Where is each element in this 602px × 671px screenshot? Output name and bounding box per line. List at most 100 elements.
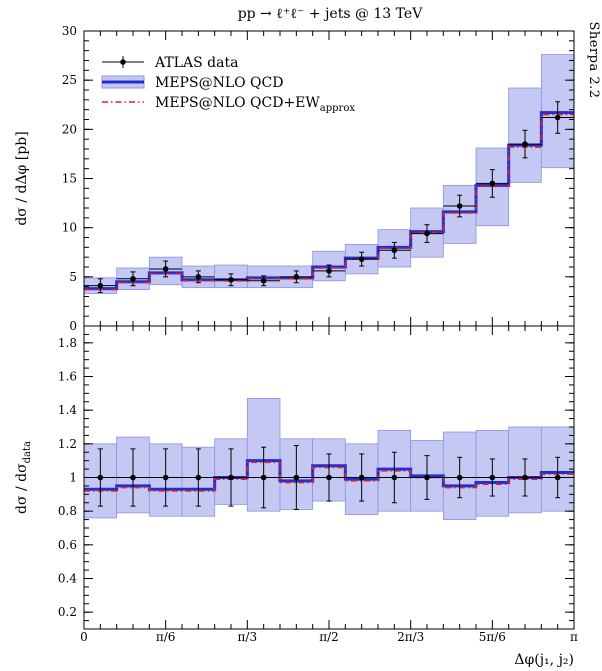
data-point	[247, 275, 280, 287]
y-tick-label: 0	[69, 319, 77, 333]
y-axis-label: dσ / dΔφ [pb]	[14, 131, 30, 225]
y-tick-label: 1.8	[58, 336, 77, 350]
plot-area	[84, 54, 574, 294]
data-marker	[456, 474, 463, 481]
data-point	[541, 101, 574, 134]
data-point	[345, 251, 378, 267]
legend-label-data: ATLAS data	[154, 55, 238, 71]
data-point	[410, 455, 444, 500]
data-point	[476, 169, 509, 198]
x-tick-label: π/6	[156, 630, 176, 644]
y-axis-label-main: dσ / dΔφ [pb]	[14, 131, 30, 225]
y-tick-label: 30	[62, 24, 77, 38]
data-marker	[293, 274, 300, 280]
data-marker	[195, 274, 202, 280]
legend-label-qcd: MEPS@NLO QCD	[155, 75, 283, 91]
data-point	[280, 445, 313, 510]
ratio-panel: 0.2 0.4 0.6 0.8 1 1.2 1.4 1.6 1.8 dσ / dσdata 0 π/6…	[14, 325, 578, 668]
x-tick-label: 5π/6	[479, 630, 506, 644]
data-point	[476, 458, 509, 497]
data-point	[84, 278, 117, 294]
qcd-ew-line	[84, 461, 574, 492]
data-marker	[162, 474, 169, 481]
data-marker	[326, 268, 332, 274]
legend-data-marker	[120, 59, 126, 65]
data-point	[214, 273, 248, 287]
data-point	[149, 260, 183, 278]
x-axis-label: Δφ(j₁, j₂)	[514, 652, 574, 668]
data-marker	[522, 141, 528, 147]
data-point	[410, 224, 444, 243]
data-marker	[554, 474, 561, 481]
figure-title: pp → ℓ⁺ℓ⁻ + jets @ 13 TeV	[238, 6, 424, 22]
data-marker	[162, 266, 169, 272]
data-marker	[391, 474, 398, 481]
data-marker	[293, 474, 300, 481]
y-axis-label: dσ / dσdata	[14, 441, 33, 514]
x-tick-label: 2π/3	[397, 630, 424, 644]
data-marker	[554, 114, 561, 121]
y-axis-label-main: dσ / dσ	[14, 463, 30, 514]
y-tick-label: 25	[62, 73, 77, 87]
qcd-band-bin	[540, 426, 574, 512]
data-marker	[195, 474, 202, 481]
qcd-ew-line	[84, 113, 574, 291]
qcd-line	[84, 459, 574, 491]
data-point	[508, 458, 542, 497]
data-marker	[489, 180, 496, 187]
data-point	[508, 129, 542, 159]
data-marker	[456, 203, 463, 209]
data-point	[116, 448, 150, 507]
y-tick-label: 15	[62, 172, 77, 186]
y-tick-label: 1.2	[58, 437, 77, 451]
data-marker	[489, 474, 496, 481]
x-tick-label: π/3	[238, 630, 258, 644]
data-point	[312, 264, 346, 278]
data-marker	[97, 474, 104, 481]
legend: ATLAS data MEPS@NLO QCD MEPS@NLO QCD+EWapp…	[101, 55, 355, 114]
data-marker	[228, 276, 234, 283]
data-marker	[424, 474, 430, 481]
y-tick-label: 0.4	[58, 572, 77, 586]
data-point	[181, 448, 215, 507]
data-point	[181, 270, 215, 284]
legend-label-ew-main: MEPS@NLO QCD+EW	[155, 95, 320, 111]
y-tick-label: 20	[62, 122, 77, 136]
data-point	[378, 451, 411, 504]
data-point	[443, 456, 477, 499]
x-tick-label: π	[570, 630, 578, 644]
legend-label-ew-subscript: approx	[320, 103, 356, 114]
y-tick-label: 0.8	[58, 504, 77, 518]
data-point	[345, 453, 378, 502]
data-marker	[326, 474, 332, 481]
y-tick-label: 5	[69, 270, 77, 284]
y-axis-label-subscript: data	[22, 441, 33, 463]
data-marker	[391, 247, 398, 254]
generator-label: Sherpa 2.2	[586, 21, 601, 98]
y-tick-label: 0.2	[58, 605, 77, 619]
plot-area	[84, 397, 574, 520]
data-marker	[260, 277, 267, 284]
y-tick-label: 1	[69, 471, 77, 485]
data-marker	[424, 230, 430, 237]
x-tick-label: π/2	[319, 630, 339, 644]
legend-label-ew: MEPS@NLO QCD+EWapprox	[155, 95, 355, 114]
data-point	[247, 446, 280, 509]
x-tick-label: 0	[80, 630, 88, 644]
data-point	[116, 271, 150, 287]
data-marker	[228, 474, 234, 481]
data-marker	[130, 276, 136, 282]
qcd-line	[84, 111, 574, 291]
y-tick-label: 1.6	[58, 370, 77, 384]
data-point	[312, 453, 346, 502]
data-point	[214, 448, 248, 507]
data-point	[149, 448, 183, 507]
data-point	[443, 194, 477, 218]
data-marker	[130, 474, 136, 481]
y-tick-label: 10	[62, 221, 77, 235]
data-point	[378, 241, 411, 259]
main-panel: 0 5 10 15 20 25 30 dσ / dΔφ [pb]	[14, 24, 575, 333]
data-marker	[260, 474, 267, 481]
data-marker	[358, 474, 365, 481]
